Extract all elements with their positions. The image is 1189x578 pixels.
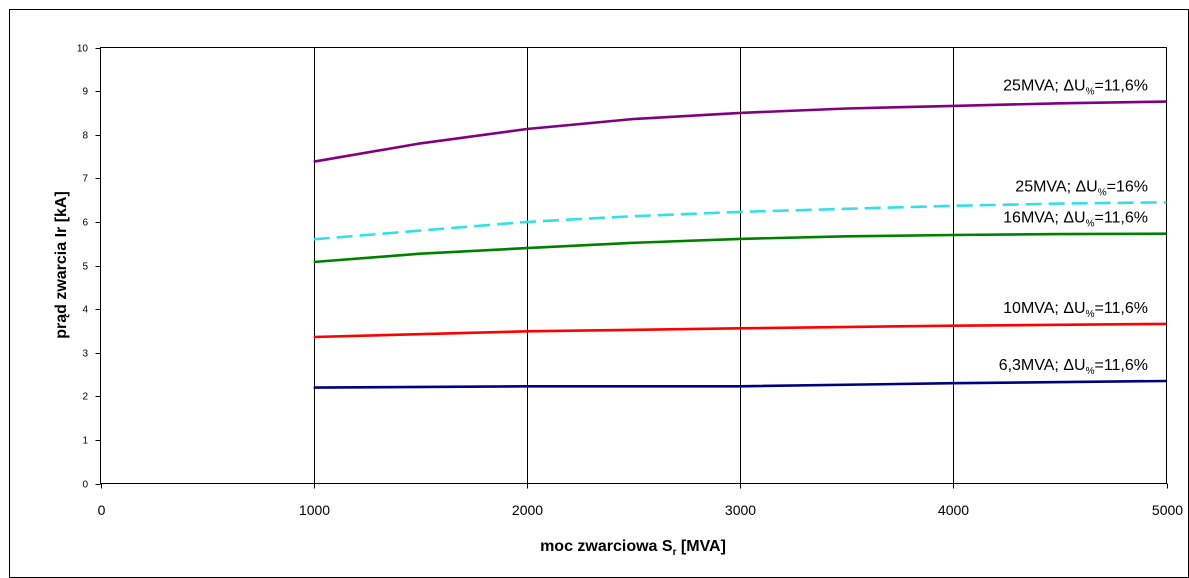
x-axis: 0 1000 2000 3000 4000 5000 (98, 483, 1183, 518)
y-tick-label: 8 (82, 131, 88, 142)
y-tick-label: 10 (77, 44, 89, 55)
series-label: 25MVA; ΔU%=11,6% (1003, 78, 1148, 98)
series-line (313, 100, 1167, 163)
x-tick-label: 4000 (938, 502, 969, 518)
series-line (313, 322, 1167, 339)
y-tick-label: 0 (82, 480, 88, 491)
x-tick-label: 0 (98, 502, 106, 518)
series-line (313, 232, 1167, 264)
y-tick-label: 5 (82, 262, 88, 273)
x-tick-label: 5000 (1152, 502, 1183, 518)
series-line (313, 379, 1167, 389)
series-label: 25MVA; ΔU%=16% (1015, 178, 1148, 198)
y-axis: 0 1 2 3 4 5 6 7 8 9 10 (77, 44, 101, 491)
y-tick-label: 9 (82, 87, 88, 98)
y-tick-label: 4 (82, 305, 88, 316)
y-tick-label: 2 (82, 392, 88, 403)
y-tick-label: 6 (82, 218, 88, 229)
series-label: 16MVA; ΔU%=11,6% (1003, 210, 1148, 230)
y-tick-label: 7 (82, 174, 88, 185)
y-tick-label: 1 (82, 436, 88, 447)
series-label: 10MVA; ΔU%=11,6% (1003, 300, 1148, 320)
y-tick-label: 3 (82, 349, 88, 360)
plot-area (100, 47, 1167, 484)
y-axis-title: prąd zwarcia Ir [kA] (53, 191, 70, 339)
series-line (313, 201, 1167, 241)
grid (314, 47, 954, 484)
x-axis-title: moc zwarciowa Sr [MVA] (540, 538, 726, 558)
x-tick-label: 3000 (725, 502, 756, 518)
x-tick-label: 1000 (299, 502, 330, 518)
series-group (313, 100, 1167, 389)
series-labels: 25MVA; ΔU%=11,6% 25MVA; ΔU%=16% 16MVA; ΔU%… (999, 78, 1148, 377)
series-label: 6,3MVA; ΔU%=11,6% (999, 357, 1148, 377)
x-tick-label: 2000 (512, 502, 543, 518)
